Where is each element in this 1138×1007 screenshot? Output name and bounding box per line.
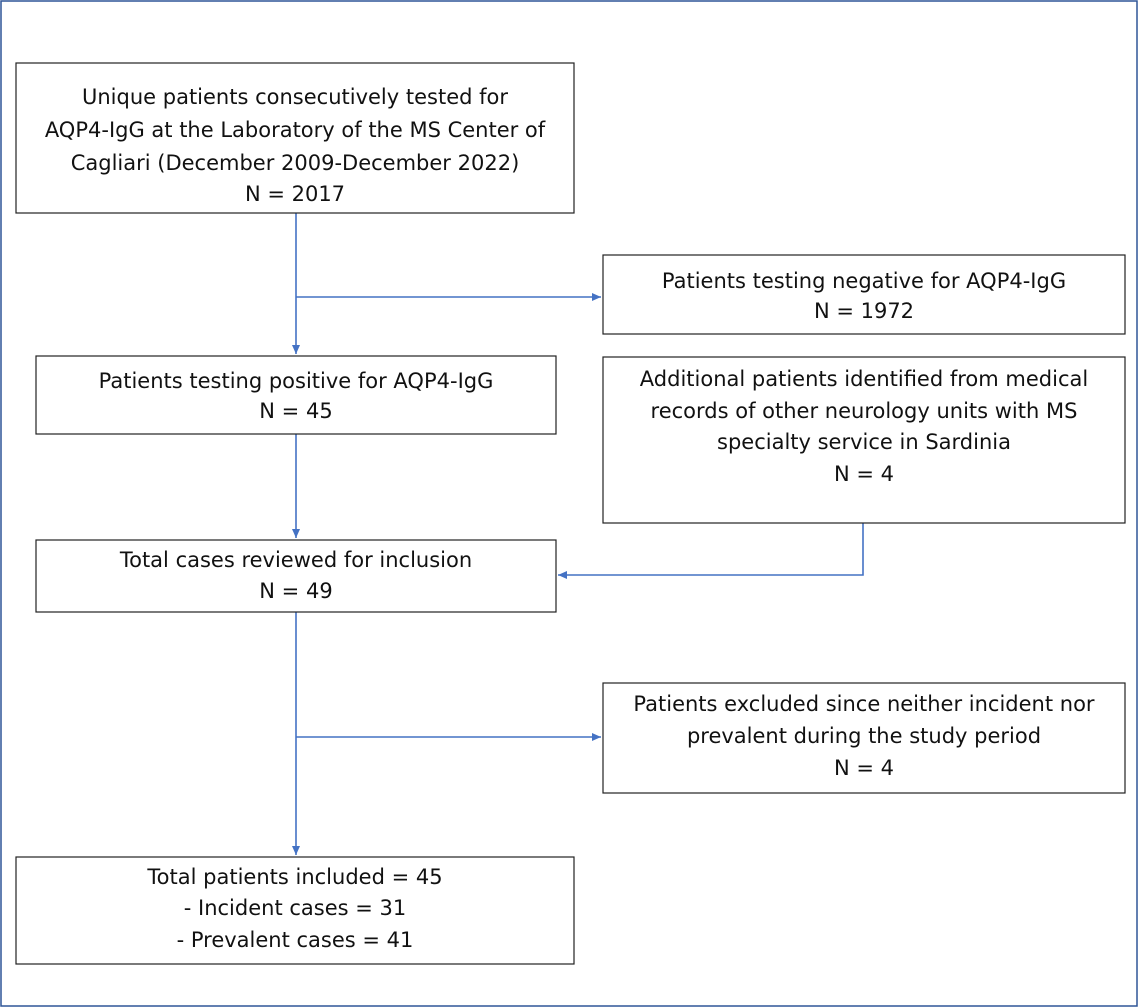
node-box: [35, 539, 557, 613]
node-box: [602, 682, 1126, 794]
node-text: AQP4-IgG at the Laboratory of the MS Cen…: [45, 118, 546, 142]
node-text: records of other neurology units with MS: [651, 399, 1078, 423]
node-text: prevalent during the study period: [687, 724, 1041, 748]
node-box: [15, 62, 575, 214]
node-text: N = 4: [834, 462, 894, 486]
node-text: N = 2017: [245, 182, 345, 206]
node-text: Patients testing positive for AQP4-IgG: [99, 369, 494, 393]
node-text: Additional patients identified from medi…: [640, 367, 1088, 391]
node-box: [602, 356, 1126, 524]
node-text: Unique patients consecutively tested for: [82, 85, 508, 109]
node-text: specialty service in Sardinia: [717, 430, 1011, 454]
node-text: - Prevalent cases = 41: [177, 928, 414, 952]
node-text: N = 45: [259, 399, 332, 423]
node-text: Total cases reviewed for inclusion: [119, 548, 472, 572]
node-box: [602, 254, 1126, 335]
node-text: N = 49: [259, 579, 332, 603]
arrow: [558, 523, 864, 579]
node-text: Total patients included = 45: [146, 865, 442, 889]
node-text: - Incident cases = 31: [184, 896, 407, 920]
node-text: Patients testing negative for AQP4-IgG: [662, 269, 1066, 293]
node-box: [35, 355, 557, 435]
node-text: Cagliari (December 2009-December 2022): [71, 151, 520, 175]
node-text: N = 4: [834, 756, 894, 780]
node-text: Patients excluded since neither incident…: [633, 692, 1095, 716]
node-text: N = 1972: [814, 299, 914, 323]
node-box: [15, 856, 575, 965]
